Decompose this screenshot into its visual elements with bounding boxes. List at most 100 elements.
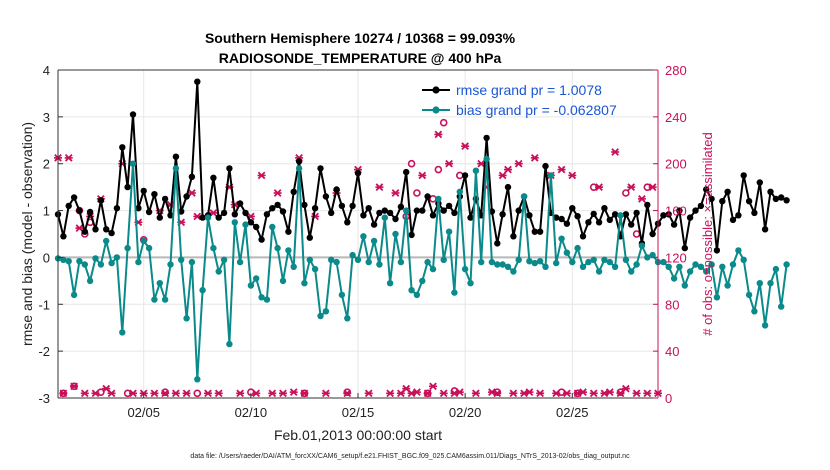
bias-point: [542, 263, 549, 270]
rmse-point: [595, 219, 603, 226]
bias-point: [520, 193, 528, 200]
bias-point: [729, 261, 737, 268]
bias-point: [424, 258, 431, 266]
rmse-point: [483, 134, 490, 142]
rmse-point: [349, 202, 356, 210]
bias-point: [322, 308, 330, 315]
bias-point: [349, 251, 356, 259]
bias-point: [360, 233, 367, 240]
bias-point: [263, 296, 271, 303]
rmse-point: [408, 231, 415, 239]
y-tick-label: 4: [43, 63, 50, 78]
rmse-point: [381, 207, 388, 214]
rmse-point: [231, 211, 238, 218]
bias-point: [751, 308, 758, 315]
bias-point: [151, 296, 158, 303]
rmse-point: [269, 205, 276, 212]
rmse-point: [403, 168, 410, 176]
rmse-point: [745, 198, 753, 205]
bias-point: [247, 282, 255, 289]
rmse-point: [628, 221, 635, 228]
rmse-point: [601, 205, 608, 212]
y-tick-label: 3: [43, 110, 50, 125]
bias-point: [494, 261, 501, 268]
bias-point: [445, 228, 453, 235]
bias-point: [215, 268, 222, 275]
obs-assimilated-marker: [300, 389, 309, 398]
obs-assimilated-marker: [487, 388, 496, 396]
rmse-point: [311, 205, 319, 212]
y-axis-right-label: # of obs: o=possible; ×=assimilated: [700, 132, 715, 335]
y-right-tick-label: 0: [665, 391, 672, 406]
bias-point: [708, 261, 715, 268]
legend-rmse-marker: [432, 86, 440, 94]
rmse-point: [65, 202, 72, 210]
obs-assimilated-marker: [150, 389, 159, 398]
rmse-point: [531, 228, 538, 235]
obs-assimilated-marker: [268, 389, 277, 398]
rmse-point: [333, 186, 340, 193]
rmse-point: [590, 210, 597, 218]
rmse-point: [317, 165, 324, 172]
obs-possible-marker: [193, 389, 202, 398]
bias-point: [451, 289, 458, 296]
bias-point: [392, 230, 399, 238]
bias-point: [461, 265, 469, 273]
rmse-point: [135, 205, 142, 212]
bias-point: [376, 261, 383, 268]
bias-point: [167, 261, 174, 268]
chart-title-line1: Southern Hemisphere 10274 / 10368 = 99.0…: [205, 30, 516, 46]
obs-assimilated-marker: [418, 171, 427, 180]
rmse-point: [397, 203, 405, 210]
rmse-point: [419, 207, 426, 214]
bias-point: [644, 254, 651, 261]
rmse-point: [365, 205, 372, 212]
bias-point: [365, 258, 372, 266]
bias-point: [210, 244, 217, 252]
bias-point: [772, 265, 780, 273]
obs-assimilated-marker: [525, 388, 534, 396]
rmse-point: [670, 221, 678, 228]
bias-point: [301, 280, 308, 287]
rmse-point: [338, 202, 346, 210]
obs-assimilated-marker: [530, 154, 539, 162]
chart-title-line2: RADIOSONDE_TEMPERATURE @ 400 hPa: [219, 50, 502, 66]
bias-point: [220, 256, 228, 263]
rmse-point: [644, 201, 651, 209]
y-right-tick-label: 40: [665, 344, 679, 359]
rmse-point: [461, 172, 469, 179]
rmse-point: [328, 209, 335, 217]
bias-point: [161, 296, 169, 303]
obs-assimilated-marker: [589, 389, 598, 398]
bias-point: [204, 214, 212, 221]
obs-assimilated-marker: [375, 183, 384, 191]
y-tick-label: 2: [43, 157, 50, 172]
rmse-point: [263, 211, 271, 218]
y-tick-label: -2: [38, 344, 50, 359]
rmse-point: [183, 193, 190, 200]
bias-point: [183, 315, 190, 322]
bias-point: [703, 268, 710, 275]
bias-point: [783, 261, 790, 268]
bias-point: [611, 263, 619, 270]
legend-bias-label: bias grand pr = -0.062807: [456, 102, 617, 118]
axes: [57, 69, 659, 399]
rmse-point: [494, 240, 501, 247]
bias-point: [194, 376, 201, 383]
bias-point: [531, 259, 538, 267]
bias-point: [86, 277, 94, 285]
bias-point: [429, 265, 437, 273]
rmse-point: [563, 220, 571, 227]
rmse-point: [226, 165, 233, 172]
rmse-point: [86, 208, 94, 216]
rmse-point: [194, 78, 201, 85]
rmse-point: [322, 193, 330, 200]
bias-point: [558, 235, 565, 242]
bias-point: [129, 160, 137, 167]
bias-point: [628, 268, 635, 275]
obs-assimilated-marker: [187, 189, 196, 197]
bias-point: [735, 247, 742, 254]
obs-assimilated-marker: [461, 142, 470, 150]
obs-assimilated-marker: [209, 209, 218, 217]
bias-point: [328, 256, 335, 263]
